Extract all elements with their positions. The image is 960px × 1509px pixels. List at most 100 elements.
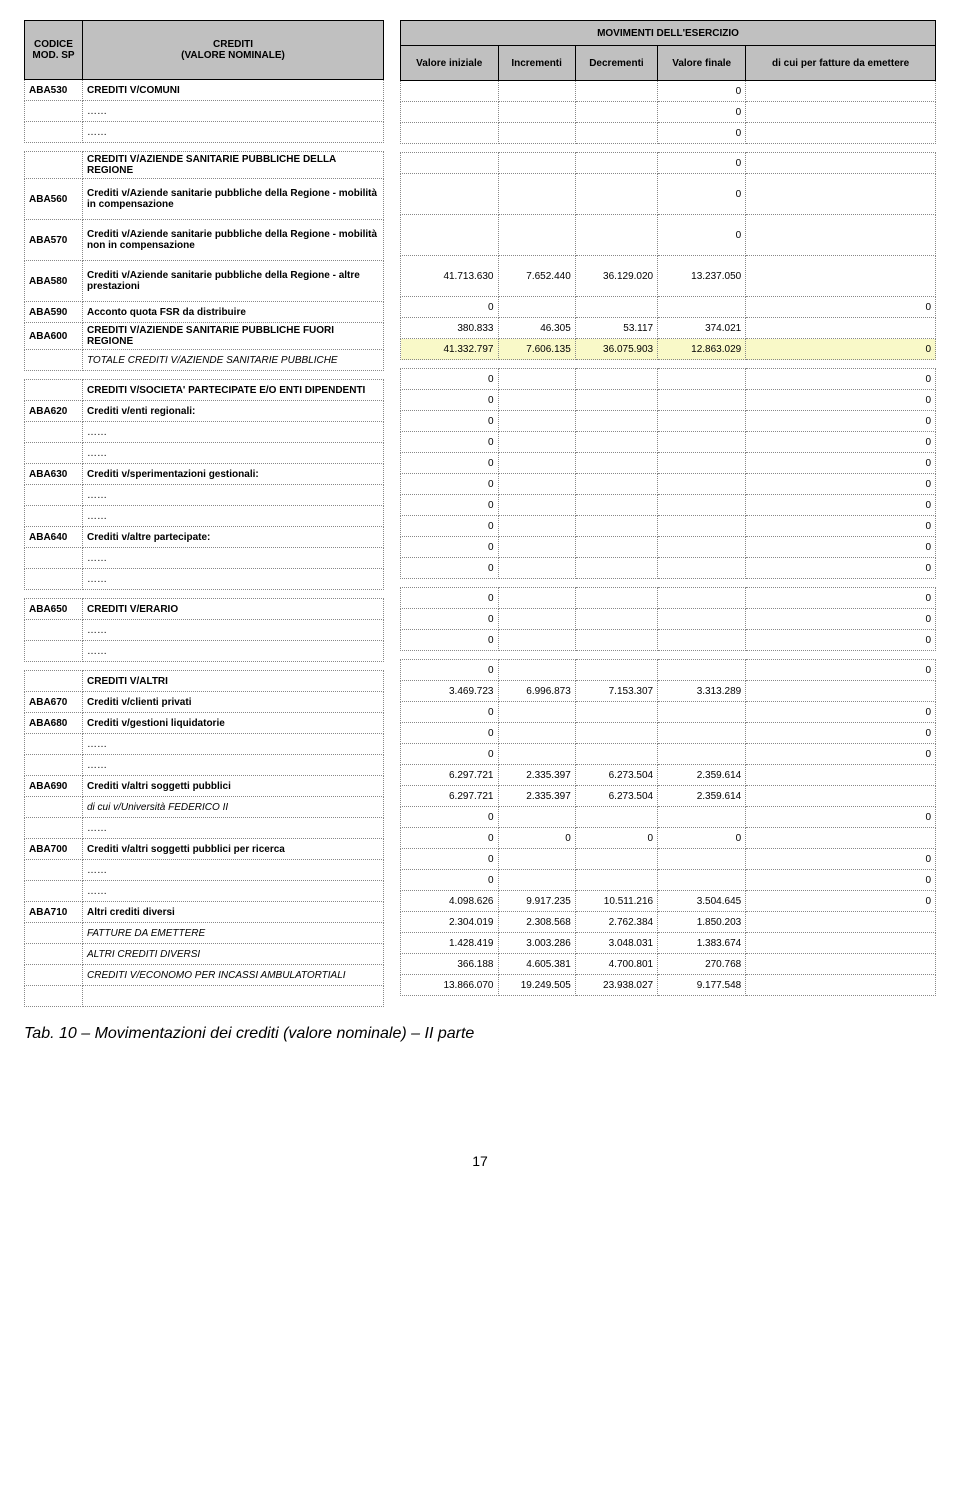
value-cell — [498, 453, 575, 474]
value-cell: 0 — [746, 609, 936, 630]
value-cell: 2.335.397 — [498, 765, 575, 786]
value-cell: 0 — [401, 870, 499, 891]
desc-cell: ALTRI CREDITI DIVERSI — [83, 944, 384, 965]
value-cell — [658, 807, 746, 828]
value-cell — [401, 123, 499, 144]
value-cell — [658, 453, 746, 474]
value-cell — [658, 588, 746, 609]
value-cell: 0 — [401, 558, 499, 579]
value-cell: 0 — [746, 849, 936, 870]
value-cell: 4.605.381 — [498, 954, 575, 975]
value-cell: 0 — [746, 588, 936, 609]
value-cell: 9.177.548 — [658, 975, 746, 996]
value-cell — [658, 390, 746, 411]
code-cell — [25, 734, 83, 755]
code-cell — [25, 443, 83, 464]
value-cell: 0 — [746, 369, 936, 390]
value-cell: 0 — [746, 702, 936, 723]
code-cell: ABA590 — [25, 302, 83, 323]
value-cell — [498, 474, 575, 495]
value-cell — [575, 702, 657, 723]
desc-cell: …… — [83, 548, 384, 569]
value-cell: 0 — [658, 215, 746, 256]
value-cell: 0 — [746, 495, 936, 516]
value-cell: 41.332.797 — [401, 339, 499, 360]
th-incrementi: Incrementi — [498, 46, 575, 81]
value-cell: 366.188 — [401, 954, 499, 975]
value-cell: 6.996.873 — [498, 681, 575, 702]
value-cell: 4.700.801 — [575, 954, 657, 975]
code-cell — [25, 152, 83, 179]
value-cell — [498, 537, 575, 558]
value-cell: 36.129.020 — [575, 256, 657, 297]
desc-cell: Crediti v/Aziende sanitarie pubbliche de… — [83, 179, 384, 220]
value-cell: 7.652.440 — [498, 256, 575, 297]
value-cell — [498, 390, 575, 411]
code-cell — [25, 881, 83, 902]
value-cell — [575, 744, 657, 765]
th-decrementi: Decrementi — [575, 46, 657, 81]
value-cell — [746, 123, 936, 144]
value-cell — [498, 723, 575, 744]
value-cell — [746, 681, 936, 702]
desc-cell: Crediti v/altri soggetti pubblici — [83, 776, 384, 797]
value-cell — [401, 153, 499, 174]
code-cell: ABA580 — [25, 261, 83, 302]
value-cell: 0 — [746, 339, 936, 360]
value-cell: 0 — [401, 807, 499, 828]
value-cell: 0 — [658, 123, 746, 144]
desc-cell: Crediti v/altre partecipate: — [83, 527, 384, 548]
code-cell — [25, 944, 83, 965]
desc-cell: …… — [83, 641, 384, 662]
desc-cell: Crediti v/altri soggetti pubblici per ri… — [83, 839, 384, 860]
value-cell — [575, 537, 657, 558]
th-valore-iniziale: Valore iniziale — [401, 46, 499, 81]
value-cell: 2.304.019 — [401, 912, 499, 933]
value-cell — [575, 153, 657, 174]
code-cell: ABA700 — [25, 839, 83, 860]
code-cell — [25, 422, 83, 443]
value-cell: 6.297.721 — [401, 786, 499, 807]
value-cell — [658, 495, 746, 516]
value-cell — [498, 369, 575, 390]
value-cell: 0 — [658, 828, 746, 849]
desc-cell: CREDITI V/SOCIETA' PARTECIPATE E/O ENTI … — [83, 380, 384, 401]
code-cell: ABA650 — [25, 599, 83, 620]
value-cell — [575, 660, 657, 681]
value-cell: 0 — [746, 390, 936, 411]
value-cell — [575, 558, 657, 579]
value-cell: 0 — [401, 390, 499, 411]
value-cell: 0 — [401, 702, 499, 723]
th-code: CODICE MOD. SP — [25, 21, 83, 80]
code-cell — [25, 350, 83, 371]
value-cell: 0 — [746, 411, 936, 432]
desc-cell: Crediti v/sperimentazioni gestionali: — [83, 464, 384, 485]
value-cell — [575, 588, 657, 609]
desc-cell: …… — [83, 443, 384, 464]
value-cell — [658, 849, 746, 870]
code-cell — [25, 818, 83, 839]
value-cell: 2.335.397 — [498, 786, 575, 807]
value-cell — [658, 297, 746, 318]
value-cell — [575, 369, 657, 390]
value-cell: 0 — [746, 723, 936, 744]
value-cell — [658, 723, 746, 744]
value-cell — [746, 786, 936, 807]
code-cell: ABA530 — [25, 80, 83, 101]
value-cell — [498, 744, 575, 765]
desc-cell: …… — [83, 881, 384, 902]
desc-cell: …… — [83, 734, 384, 755]
value-cell — [498, 495, 575, 516]
left-table: CODICE MOD. SP CREDITI (VALORE NOMINALE)… — [24, 20, 384, 1007]
value-cell: 41.713.630 — [401, 256, 499, 297]
left-panel: CODICE MOD. SP CREDITI (VALORE NOMINALE)… — [24, 20, 384, 1007]
value-cell — [575, 432, 657, 453]
value-cell — [498, 102, 575, 123]
value-cell — [746, 765, 936, 786]
value-cell — [658, 537, 746, 558]
value-cell: 3.313.289 — [658, 681, 746, 702]
code-cell: ABA710 — [25, 902, 83, 923]
code-cell — [25, 380, 83, 401]
value-cell: 10.511.216 — [575, 891, 657, 912]
value-cell: 0 — [401, 828, 499, 849]
